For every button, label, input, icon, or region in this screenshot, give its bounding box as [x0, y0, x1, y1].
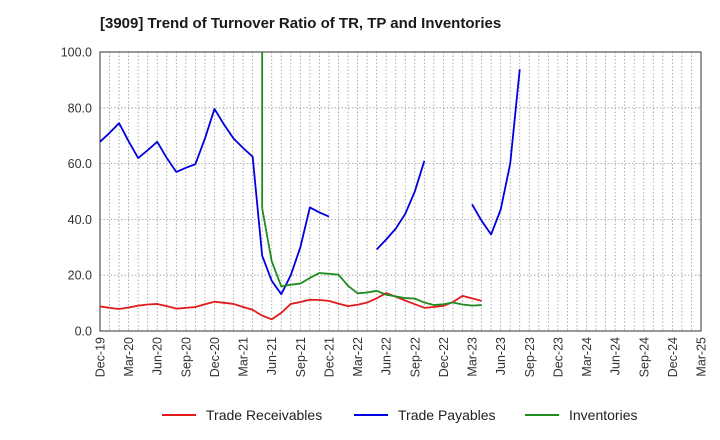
x-tick-label: Dec-23 [551, 337, 565, 377]
y-tick-label: 40.0 [68, 213, 92, 227]
x-tick-label: Sep-21 [294, 337, 308, 377]
x-tick-label: Dec-19 [94, 337, 108, 377]
series-trade-receivables [99, 292, 482, 321]
x-tick-label: Sep-23 [523, 337, 537, 377]
x-tick-label: Sep-24 [637, 337, 651, 377]
x-tick-label: Jun-24 [609, 337, 623, 375]
x-tick-label: Jun-20 [151, 337, 165, 375]
x-tick-label: Mar-22 [351, 337, 365, 377]
x-tick-label: Dec-22 [437, 337, 451, 377]
series-line-segment [99, 108, 330, 296]
axes [99, 51, 702, 332]
y-tick-label: 0.0 [75, 325, 92, 339]
chart-title: [3909] Trend of Turnover Ratio of TR, TP… [100, 15, 502, 32]
legend-swatch [162, 414, 196, 416]
legend-item: Inventories [525, 405, 637, 425]
legend-label: Inventories [569, 407, 638, 423]
x-tick-label: Sep-20 [179, 337, 193, 377]
plot-frame [99, 51, 702, 332]
x-tick-label: Mar-23 [466, 337, 480, 377]
x-tick-label: Dec-21 [322, 337, 336, 377]
grid-lines [100, 52, 701, 331]
legend: Trade Receivables Trade Payables Inventori… [0, 405, 720, 427]
series-line-segment [471, 69, 521, 236]
x-tick-label: Jun-22 [380, 337, 394, 375]
x-tick-label: Mar-25 [695, 337, 709, 377]
series-inventories [261, 208, 482, 307]
x-tick-label: Dec-20 [208, 337, 222, 377]
x-tick-label: Dec-24 [666, 337, 680, 377]
legend-swatch [525, 414, 559, 416]
tick-labels: 0.0 20.0 40.0 60.0 80.0 100.0 Dec-19 Mar-20 Jun-… [61, 46, 709, 378]
legend-item: Trade Payables [354, 405, 496, 425]
x-tick-label: Mar-21 [237, 337, 251, 377]
series-trade-payables [99, 69, 521, 296]
legend-item: Trade Receivables [162, 405, 322, 425]
series-line-segment [99, 292, 482, 321]
series-lines [99, 52, 521, 321]
legend-label: Trade Receivables [206, 407, 323, 423]
y-tick-label: 60.0 [68, 157, 92, 171]
y-tick-label: 80.0 [68, 101, 92, 115]
x-tick-label: Sep-22 [408, 337, 422, 377]
legend-label: Trade Payables [398, 407, 496, 423]
x-tick-label: Mar-24 [580, 337, 594, 377]
x-tick-label: Jun-23 [494, 337, 508, 375]
y-tick-label: 20.0 [68, 269, 92, 283]
series-line-segment [375, 160, 426, 251]
x-tick-label: Mar-20 [122, 337, 136, 377]
x-tick-label: Jun-21 [265, 337, 279, 375]
y-tick-label: 100.0 [61, 46, 92, 60]
series-line-segment [261, 208, 482, 307]
legend-swatch [354, 414, 388, 416]
